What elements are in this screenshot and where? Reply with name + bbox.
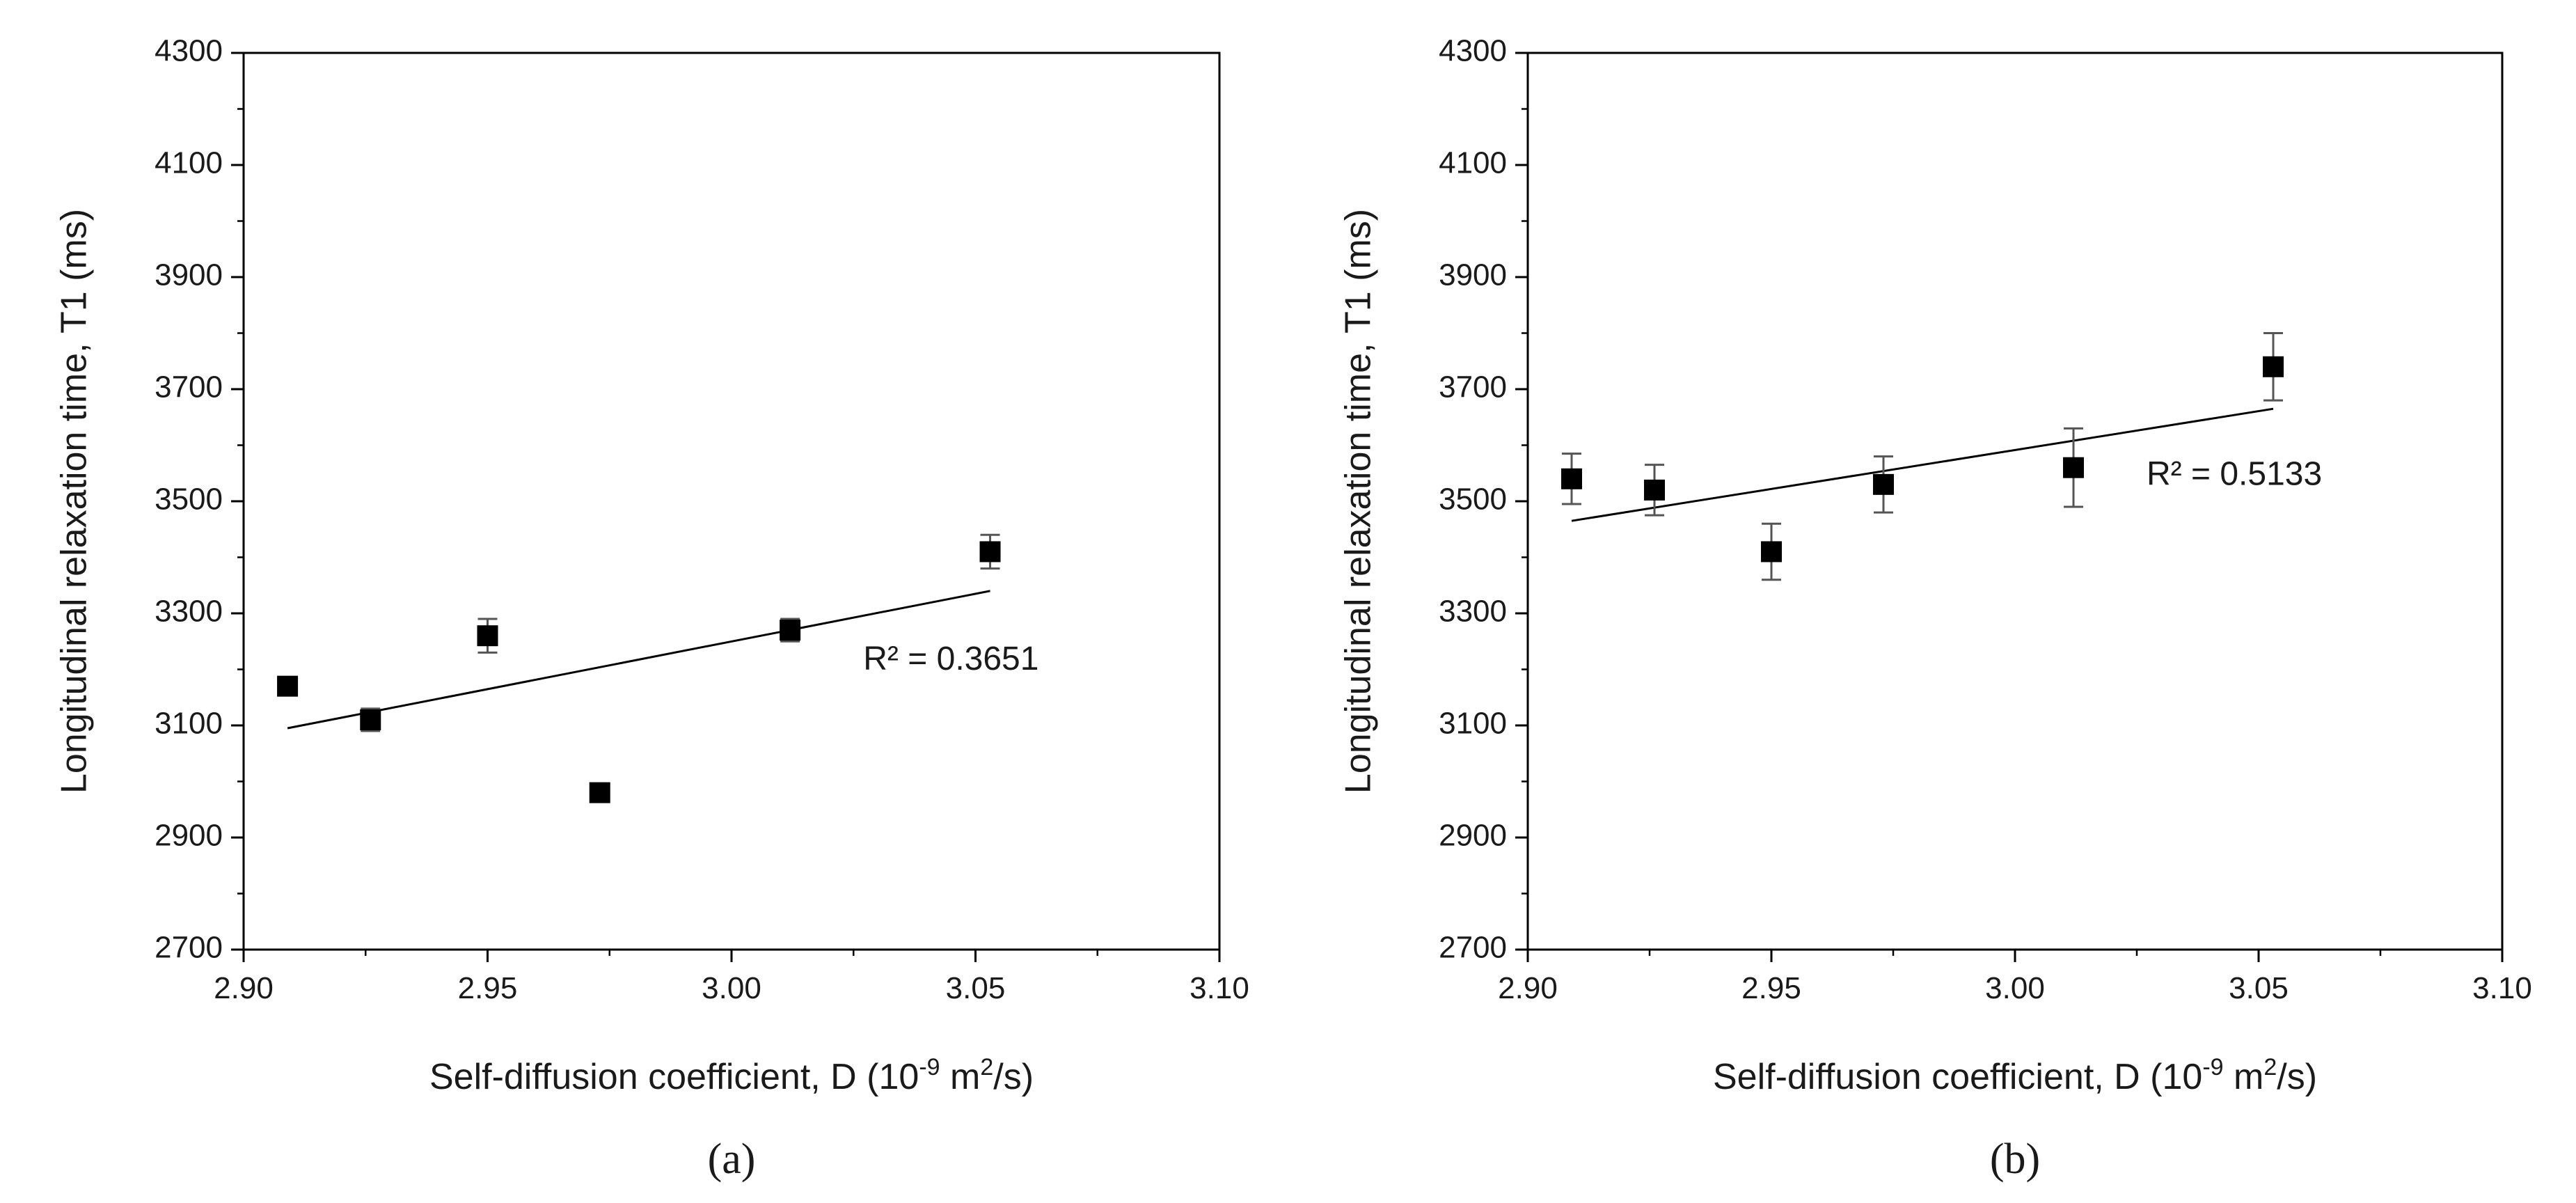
x-axis-label-part: 2 bbox=[980, 1054, 993, 1080]
y-tick-label: 3300 bbox=[1439, 595, 1507, 629]
x-tick-label: 2.95 bbox=[1741, 971, 1801, 1005]
data-point bbox=[979, 541, 1001, 563]
panel-label-close-paren: ) bbox=[741, 1135, 756, 1183]
x-axis-label-part: 2 bbox=[2263, 1054, 2277, 1080]
x-axis-label: Self-diffusion coefficient, D (10-9 m2/s… bbox=[1713, 1054, 2317, 1097]
r-squared-label: R² = 0.3651 bbox=[863, 640, 1038, 677]
y-tick-label: 3900 bbox=[155, 258, 223, 292]
x-axis-label: Self-diffusion coefficient, D (10-9 m2/s… bbox=[429, 1054, 1034, 1097]
plot-frame bbox=[1526, 52, 2504, 951]
y-tick-label: 2700 bbox=[1439, 931, 1507, 965]
data-point bbox=[2063, 457, 2084, 478]
panel-label: (b) bbox=[1990, 1135, 2040, 1183]
x-axis-label-part: m bbox=[940, 1057, 981, 1097]
data-point bbox=[1561, 468, 1582, 489]
x-tick-label: 3.05 bbox=[946, 971, 1006, 1005]
panel-label-close-paren: ) bbox=[2026, 1135, 2041, 1183]
data-point bbox=[1873, 473, 1894, 495]
x-axis-label-part: Self-diffusion coefficient, D (10 bbox=[1713, 1057, 2202, 1097]
y-tick-label: 3500 bbox=[1439, 482, 1507, 517]
chart-panel-b: 2700 2900 3100 3300 3500 3700 3900 4100 4300 2.90… bbox=[1338, 34, 2532, 1183]
y-tick-label: 2900 bbox=[1439, 819, 1507, 853]
x-axis-label-part: m bbox=[2224, 1057, 2264, 1097]
x-tick-label: 3.00 bbox=[1985, 971, 2045, 1005]
trendline bbox=[287, 590, 990, 730]
data-point bbox=[1644, 479, 1665, 501]
data-point bbox=[477, 625, 498, 647]
chart-panel-a: 2700 2900 3100 3300 3500 3700 3900 4100 4300 2.90… bbox=[54, 34, 1249, 1183]
x-axis-label-part: -9 bbox=[2202, 1054, 2223, 1080]
y-tick-label: 3500 bbox=[155, 482, 223, 517]
x-tick-label: 2.90 bbox=[214, 971, 274, 1005]
y-tick-label: 4300 bbox=[155, 34, 223, 68]
y-tick-label: 2700 bbox=[155, 931, 223, 965]
x-tick-label: 3.10 bbox=[2472, 971, 2532, 1005]
x-tick-label: 3.10 bbox=[1190, 971, 1249, 1005]
panel-label-letter: b bbox=[2005, 1135, 2026, 1183]
data-point bbox=[589, 782, 610, 803]
x-axis-label-part: /s) bbox=[993, 1057, 1034, 1097]
data-point bbox=[360, 709, 381, 730]
y-tick-label: 3700 bbox=[1439, 370, 1507, 404]
y-tick-label: 3100 bbox=[1439, 707, 1507, 741]
x-tick-label: 2.95 bbox=[458, 971, 518, 1005]
panel-label-open-paren: ( bbox=[708, 1135, 722, 1183]
panel-label-open-paren: ( bbox=[1990, 1135, 2005, 1183]
x-axis-label-part: /s) bbox=[2277, 1057, 2317, 1097]
y-tick-label: 4100 bbox=[155, 146, 223, 180]
y-tick-label: 4300 bbox=[1439, 34, 1507, 68]
y-axis-label: Longitudinal relaxation time, T1 (ms) bbox=[1338, 209, 1379, 794]
y-axis-label: Longitudinal relaxation time, T1 (ms) bbox=[54, 209, 95, 794]
data-point bbox=[780, 620, 801, 641]
panel-label-letter: a bbox=[722, 1135, 741, 1183]
x-axis-label-part: Self-diffusion coefficient, D (10 bbox=[429, 1057, 919, 1097]
y-tick-label: 2900 bbox=[155, 819, 223, 853]
y-tick-label: 3700 bbox=[155, 370, 223, 404]
x-tick-label: 3.00 bbox=[702, 971, 761, 1005]
data-point bbox=[1761, 541, 1782, 563]
data-point bbox=[2263, 356, 2284, 377]
y-tick-label: 3300 bbox=[155, 595, 223, 629]
y-tick-label: 4100 bbox=[1439, 146, 1507, 180]
x-tick-label: 3.05 bbox=[2229, 971, 2289, 1005]
trendline bbox=[1571, 407, 2274, 522]
panel-label: (a) bbox=[708, 1135, 756, 1183]
y-tick-label: 3900 bbox=[1439, 258, 1507, 292]
x-tick-label: 2.90 bbox=[1498, 971, 1558, 1005]
plot-frame bbox=[242, 52, 1221, 951]
r-squared-label: R² = 0.5133 bbox=[2147, 455, 2322, 492]
data-point bbox=[277, 675, 299, 697]
x-axis-label-part: -9 bbox=[919, 1054, 940, 1080]
y-tick-label: 3100 bbox=[155, 707, 223, 741]
